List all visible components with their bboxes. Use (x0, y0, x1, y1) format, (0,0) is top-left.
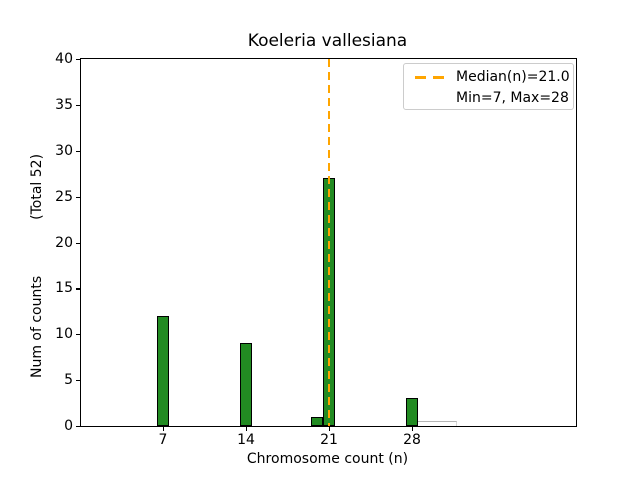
x-tick-label-28: 28 (403, 432, 421, 448)
y-tick-label-5: 5 (64, 372, 73, 389)
bar-n7 (157, 315, 169, 426)
y-axis-label: Num of counts (Total 52) (29, 154, 45, 378)
y-tick-20 (76, 242, 81, 244)
faint-artifact-bar (418, 421, 457, 426)
bar-n14 (240, 343, 252, 426)
x-tick-label-21: 21 (320, 432, 338, 448)
x-tick-7 (163, 426, 165, 431)
y-tick-15 (76, 288, 81, 290)
legend-row-1: Median(n)=21.0 (404, 67, 573, 88)
plot-area: 0 5 10 15 20 25 30 35 40 7 14 21 28 (55, 51, 577, 448)
y-tick-label-20: 20 (55, 234, 73, 251)
bar-n20 (311, 416, 324, 426)
x-tick-21 (328, 426, 331, 431)
legend: Median(n)=21.0 Min=7, Max=28 (403, 63, 574, 110)
y-tick-label-25: 25 (55, 188, 73, 205)
x-tick-label-14: 14 (237, 432, 255, 448)
bar-n28 (406, 398, 418, 426)
y-tick-10 (76, 334, 81, 336)
y-axis-label-total: (Total 52) (29, 153, 45, 220)
y-tick-label-10: 10 (55, 326, 73, 343)
median-line (327, 59, 331, 426)
chart-title: Koeleria vallesiana (247, 31, 408, 51)
y-tick-40 (76, 59, 81, 61)
y-tick-label-15: 15 (55, 280, 73, 297)
y-tick-label-30: 30 (55, 142, 73, 159)
x-tick-label-7: 7 (158, 432, 168, 448)
y-tick-0 (76, 426, 81, 428)
legend-row-2: Min=7, Max=28 (404, 88, 573, 109)
x-tick-28 (411, 426, 414, 431)
median-line-legend-sample (415, 76, 446, 79)
legend-minmax-label: Min=7, Max=28 (456, 90, 569, 106)
y-tick-label-0: 0 (64, 418, 73, 434)
legend-median-label: Median(n)=21.0 (456, 69, 570, 85)
y-tick-25 (76, 196, 81, 198)
y-tick-5 (76, 380, 81, 382)
y-tick-30 (76, 150, 81, 152)
x-tick-14 (245, 426, 248, 431)
y-tick-label-40: 40 (55, 51, 73, 67)
y-tick-35 (76, 104, 81, 107)
y-tick-label-35: 35 (55, 96, 73, 113)
x-axis-label: Chromosome count (n) (246, 451, 409, 467)
